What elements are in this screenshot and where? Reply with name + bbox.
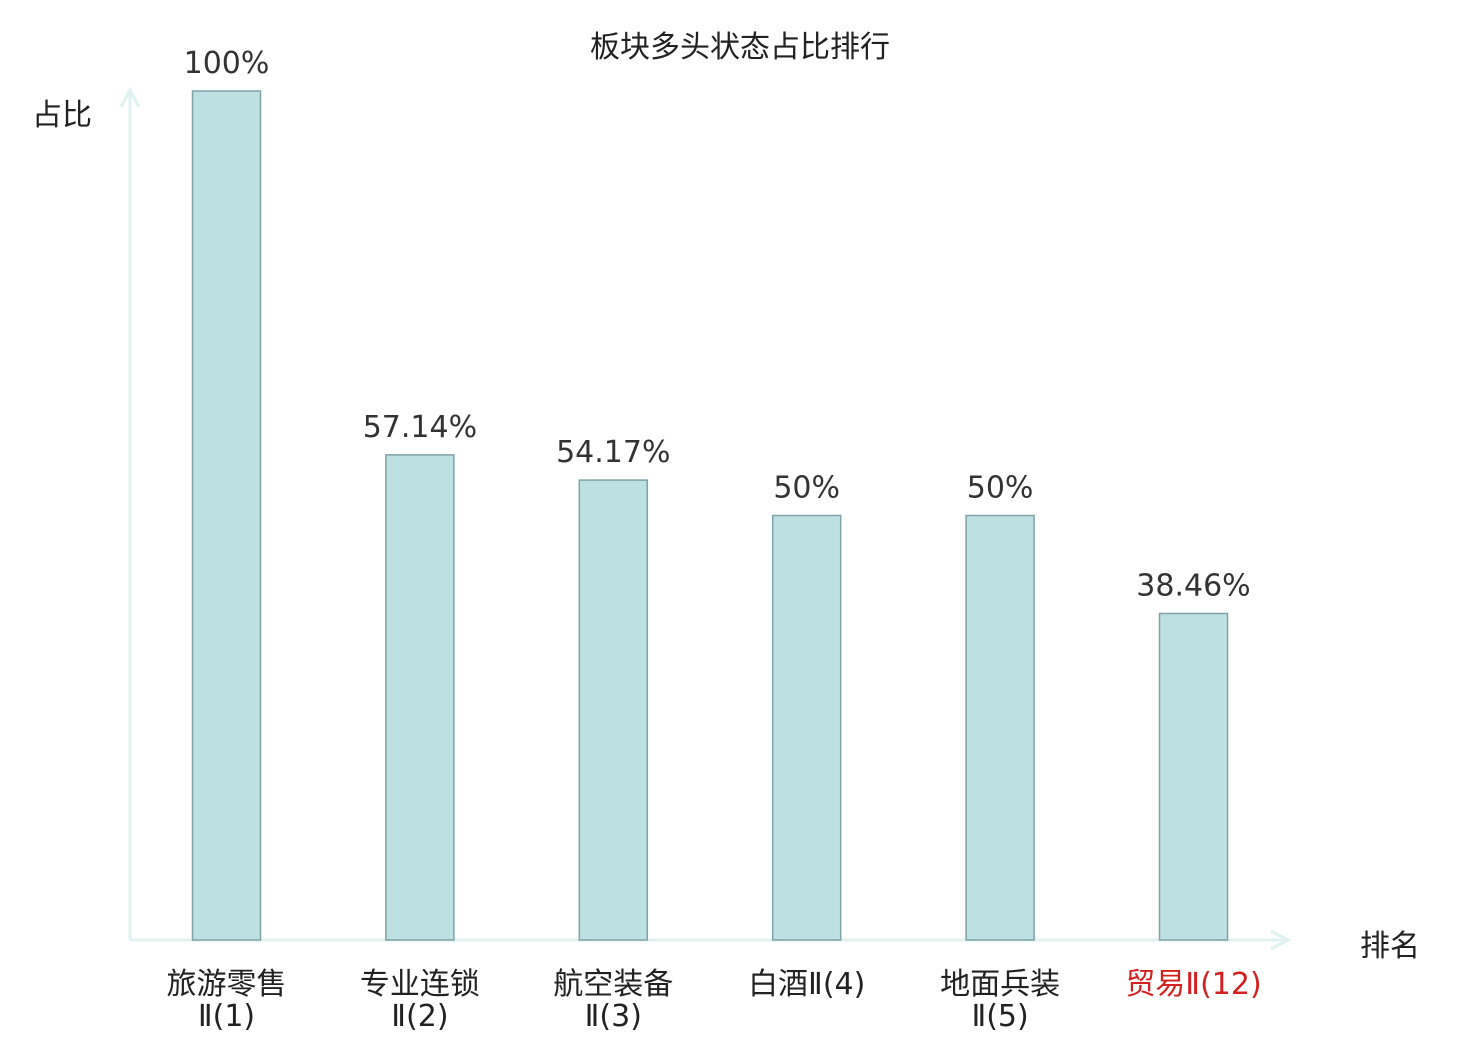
chart-title: 板块多头状态占比排行 <box>590 30 890 65</box>
y-axis-label: 占比 <box>32 98 92 133</box>
x-tick-label: 贸易Ⅱ(12) <box>1125 967 1261 1002</box>
x-axis-label: 排名 <box>1360 929 1420 964</box>
data-label: 38.46% <box>1136 568 1250 603</box>
bar <box>965 514 1035 941</box>
data-label: 57.14% <box>363 410 477 445</box>
x-tick-label: Ⅱ(5) <box>971 999 1028 1034</box>
x-axis-arrow <box>1270 929 1292 951</box>
x-tick-label: 航空装备 <box>553 967 673 1002</box>
bar <box>191 90 262 941</box>
bar <box>385 454 455 941</box>
data-label: 54.17% <box>556 435 670 470</box>
x-tick-label: 专业连锁 <box>360 967 480 1002</box>
y-axis-arrow <box>119 86 141 108</box>
x-tick-label: 旅游零售 <box>167 967 287 1002</box>
x-tick-label: 白酒Ⅱ(4) <box>748 967 865 1002</box>
data-label: 50% <box>967 471 1034 506</box>
x-tick-label: 地面兵装 <box>940 967 1060 1002</box>
bar <box>1158 612 1229 941</box>
data-label: 100% <box>184 46 270 81</box>
bar <box>771 514 842 941</box>
x-tick-label: Ⅱ(1) <box>198 999 255 1034</box>
data-label: 50% <box>773 471 840 506</box>
x-tick-label: Ⅱ(3) <box>585 999 642 1034</box>
bar <box>578 479 649 941</box>
x-tick-label: Ⅱ(2) <box>391 999 448 1034</box>
